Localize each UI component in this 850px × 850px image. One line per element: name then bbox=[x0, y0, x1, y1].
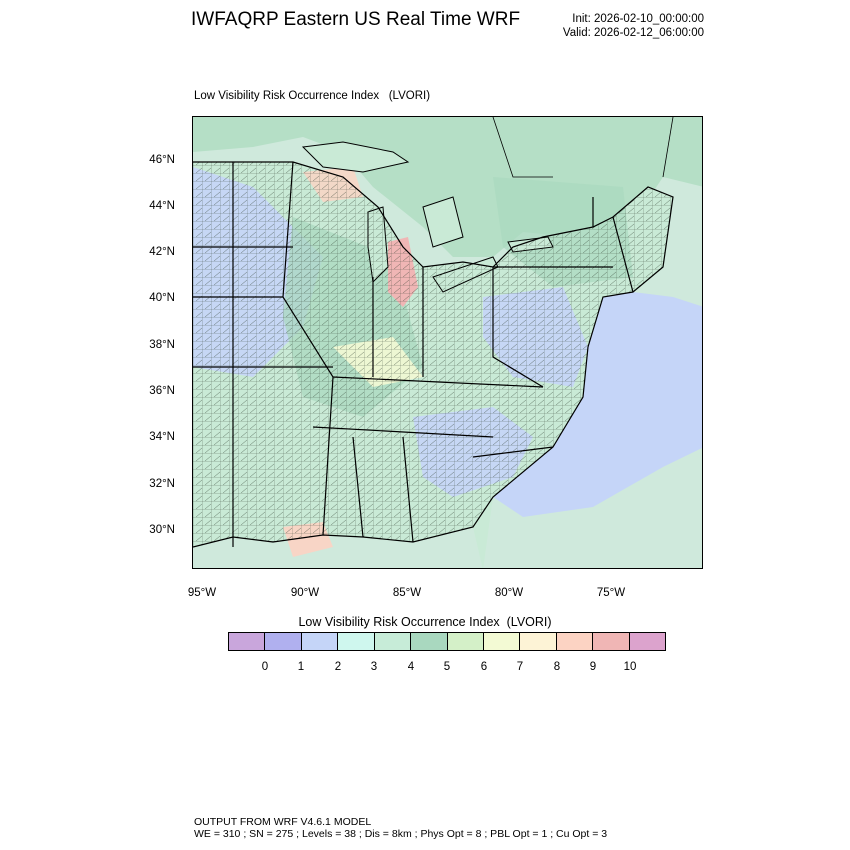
lat-label-30n: 30°N bbox=[149, 524, 175, 536]
colorbar-label-2: 2 bbox=[334, 661, 342, 673]
colorbar-box-11 bbox=[629, 633, 666, 650]
lvori-map bbox=[193, 117, 702, 568]
init-time: Init: 2026-02-10_00:00:00 bbox=[572, 13, 704, 25]
lat-label-44n: 44°N bbox=[149, 200, 175, 212]
colorbar-label-5: 5 bbox=[443, 661, 451, 673]
colorbar-label-10: 10 bbox=[623, 661, 637, 673]
colorbar-label-4: 4 bbox=[407, 661, 415, 673]
valid-time: Valid: 2026-02-12_06:00:00 bbox=[562, 27, 704, 39]
main-title: IWFAQRP Eastern US Real Time WRF bbox=[191, 9, 521, 30]
lake-superior bbox=[301, 141, 410, 173]
gulf-water bbox=[193, 527, 483, 568]
lat-label-38n: 38°N bbox=[149, 339, 175, 351]
colorbar-label-8: 8 bbox=[553, 661, 561, 673]
colorbar-box-0 bbox=[229, 633, 266, 650]
lat-label-32n: 32°N bbox=[149, 478, 175, 490]
map-panel bbox=[192, 116, 703, 569]
colorbar-box-5 bbox=[411, 633, 448, 650]
lat-label-34n: 34°N bbox=[149, 431, 175, 443]
lon-label-85w: 85°W bbox=[392, 587, 422, 599]
lon-label-90w: 90°W bbox=[290, 587, 320, 599]
colorbar-label-9: 9 bbox=[589, 661, 597, 673]
colorbar-title: Low Visibility Risk Occurrence Index (LV… bbox=[298, 615, 552, 629]
lat-label-46n: 46°N bbox=[149, 154, 175, 166]
footer-model-line: OUTPUT FROM WRF V4.6.1 MODEL bbox=[194, 816, 372, 828]
lon-label-80w: 80°W bbox=[494, 587, 524, 599]
colorbar-box-1 bbox=[265, 633, 302, 650]
footer-config-line: WE = 310 ; SN = 275 ; Levels = 38 ; Dis … bbox=[194, 828, 608, 840]
state-boundaries bbox=[193, 161, 674, 548]
colorbar-box-4 bbox=[374, 633, 412, 650]
colorbar-box-9 bbox=[556, 633, 594, 650]
colorbar-box-7 bbox=[483, 633, 521, 650]
lake-huron bbox=[422, 196, 464, 248]
colorbar-label-6: 6 bbox=[480, 661, 488, 673]
colorbar-box-8 bbox=[520, 633, 557, 650]
lon-label-95w: 95°W bbox=[187, 587, 217, 599]
colorbar-box-3 bbox=[338, 633, 375, 650]
lat-label-36n: 36°N bbox=[149, 385, 175, 397]
canada-boundaries bbox=[492, 117, 674, 178]
colorbar-label-7: 7 bbox=[516, 661, 524, 673]
colorbar-label-3: 3 bbox=[370, 661, 378, 673]
colorbar-label-1: 1 bbox=[297, 661, 305, 673]
colorbar-box-10 bbox=[593, 633, 630, 650]
colorbar bbox=[228, 632, 666, 651]
lat-label-42n: 42°N bbox=[149, 246, 175, 258]
county-boundaries bbox=[193, 162, 673, 547]
lon-label-75w: 75°W bbox=[596, 587, 626, 599]
field-title: Low Visibility Risk Occurrence Index (LV… bbox=[194, 90, 431, 102]
offshore-low-risk bbox=[493, 287, 702, 517]
colorbar-box-6 bbox=[447, 633, 484, 650]
colorbar-label-0: 0 bbox=[261, 661, 269, 673]
colorbar-box-2 bbox=[301, 633, 339, 650]
lat-label-40n: 40°N bbox=[149, 292, 175, 304]
